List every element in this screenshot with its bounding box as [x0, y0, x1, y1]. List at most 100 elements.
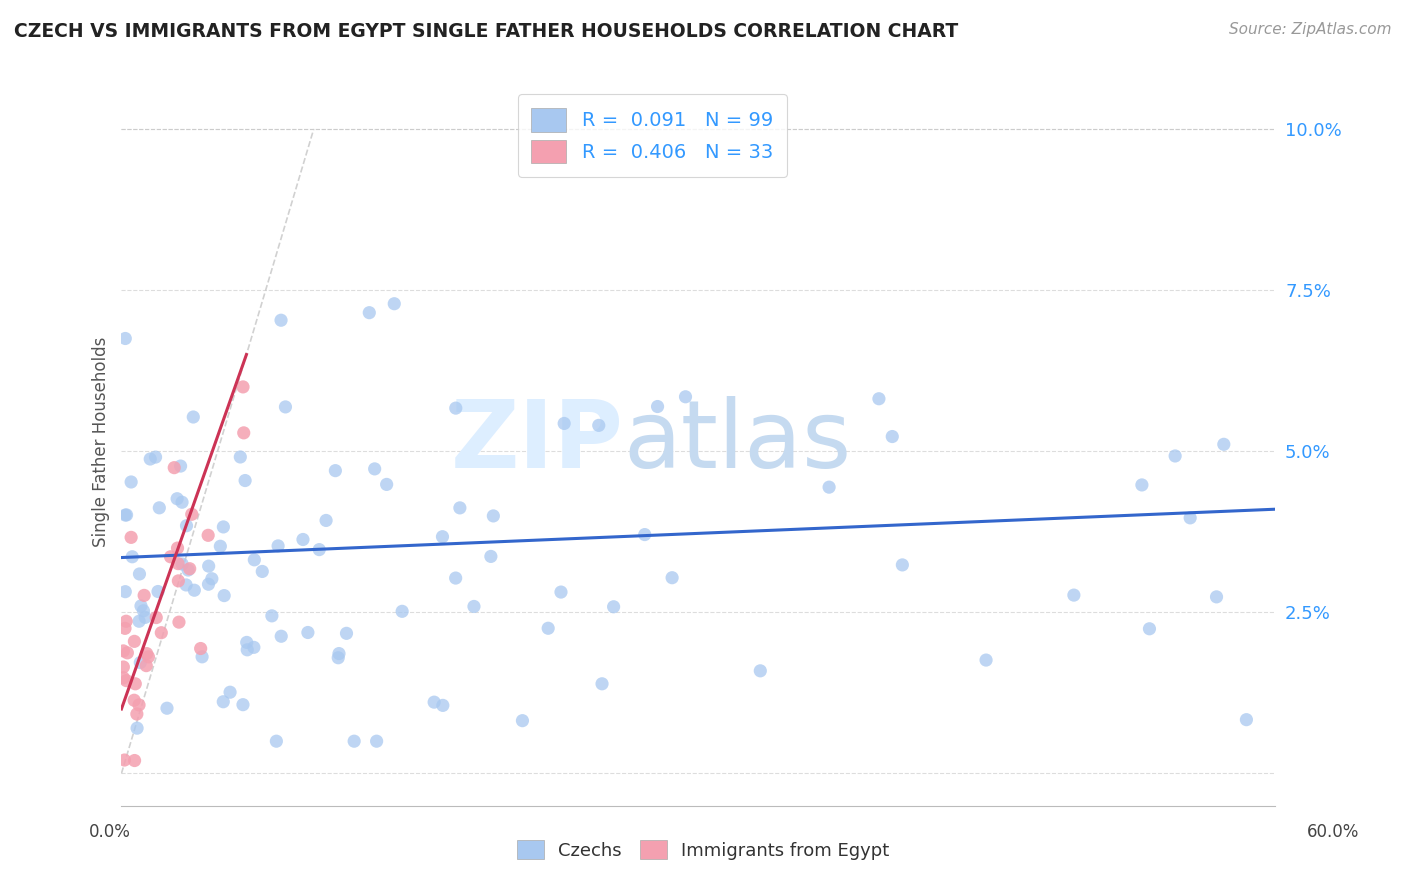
Point: [328, 650, 350, 665]
Point: [423, 695, 446, 709]
Point: [252, 565, 274, 579]
Point: [159, 549, 181, 564]
Point: [1205, 590, 1227, 604]
Point: [260, 608, 283, 623]
Point: [328, 647, 350, 661]
Point: [114, 621, 136, 635]
Text: 60.0%: 60.0%: [1306, 822, 1360, 840]
Point: [1139, 622, 1161, 636]
Point: [588, 418, 610, 433]
Point: [432, 530, 454, 544]
Point: [270, 313, 292, 327]
Point: [201, 572, 224, 586]
Point: [132, 604, 155, 618]
Point: [114, 331, 136, 345]
Point: [212, 589, 235, 603]
Point: [675, 390, 697, 404]
Point: [125, 706, 148, 721]
Point: [129, 599, 152, 613]
Point: [121, 549, 143, 564]
Point: [170, 495, 193, 509]
Text: 0.0%: 0.0%: [89, 822, 131, 840]
Point: [183, 583, 205, 598]
Point: [232, 425, 254, 440]
Point: [382, 296, 405, 310]
Point: [115, 508, 138, 522]
Point: [174, 578, 197, 592]
Point: [114, 584, 136, 599]
Point: [138, 649, 160, 664]
Point: [135, 658, 157, 673]
Y-axis label: Single Father Households: Single Father Households: [93, 336, 110, 547]
Point: [117, 646, 139, 660]
Point: [1063, 588, 1085, 602]
Point: [1234, 713, 1257, 727]
Point: [243, 553, 266, 567]
Point: [128, 566, 150, 581]
Point: [274, 400, 297, 414]
Point: [1178, 511, 1201, 525]
Point: [197, 528, 219, 542]
Point: [1212, 437, 1234, 451]
Point: [114, 753, 136, 767]
Point: [315, 513, 337, 527]
Point: [122, 693, 145, 707]
Point: [375, 477, 398, 491]
Point: [266, 734, 288, 748]
Point: [550, 585, 572, 599]
Point: [882, 429, 904, 443]
Point: [512, 714, 534, 728]
Point: [166, 541, 188, 555]
Point: [537, 621, 560, 635]
Point: [134, 610, 156, 624]
Point: [209, 539, 232, 553]
Point: [297, 625, 319, 640]
Point: [634, 527, 657, 541]
Point: [219, 685, 242, 699]
Point: [112, 671, 135, 685]
Point: [270, 629, 292, 643]
Point: [647, 400, 669, 414]
Point: [145, 450, 167, 464]
Point: [236, 642, 259, 657]
Point: [134, 588, 156, 602]
Point: [974, 653, 997, 667]
Point: [167, 574, 190, 588]
Point: [235, 635, 257, 649]
Point: [146, 584, 169, 599]
Point: [291, 533, 314, 547]
Point: [749, 664, 772, 678]
Point: [148, 500, 170, 515]
Text: atlas: atlas: [623, 395, 852, 488]
Point: [112, 660, 135, 674]
Text: ZIP: ZIP: [450, 395, 623, 488]
Point: [197, 559, 219, 574]
Point: [391, 604, 413, 618]
Point: [243, 640, 266, 655]
Text: CZECH VS IMMIGRANTS FROM EGYPT SINGLE FATHER HOUSEHOLDS CORRELATION CHART: CZECH VS IMMIGRANTS FROM EGYPT SINGLE FA…: [14, 22, 959, 41]
Point: [343, 734, 366, 748]
Point: [1130, 478, 1153, 492]
Point: [267, 539, 290, 553]
Point: [444, 571, 467, 585]
Point: [124, 754, 146, 768]
Point: [167, 615, 190, 629]
Point: [120, 475, 142, 489]
Point: [602, 599, 624, 614]
Text: Source: ZipAtlas.com: Source: ZipAtlas.com: [1229, 22, 1392, 37]
Point: [145, 610, 167, 624]
Point: [163, 460, 186, 475]
Point: [449, 500, 471, 515]
Point: [177, 563, 200, 577]
Point: [128, 614, 150, 628]
Point: [114, 508, 136, 522]
Point: [359, 306, 381, 320]
Point: [181, 410, 204, 425]
Point: [135, 647, 157, 661]
Point: [212, 695, 235, 709]
Point: [212, 520, 235, 534]
Point: [197, 577, 219, 591]
Point: [124, 634, 146, 648]
Point: [363, 462, 385, 476]
Point: [112, 644, 135, 658]
